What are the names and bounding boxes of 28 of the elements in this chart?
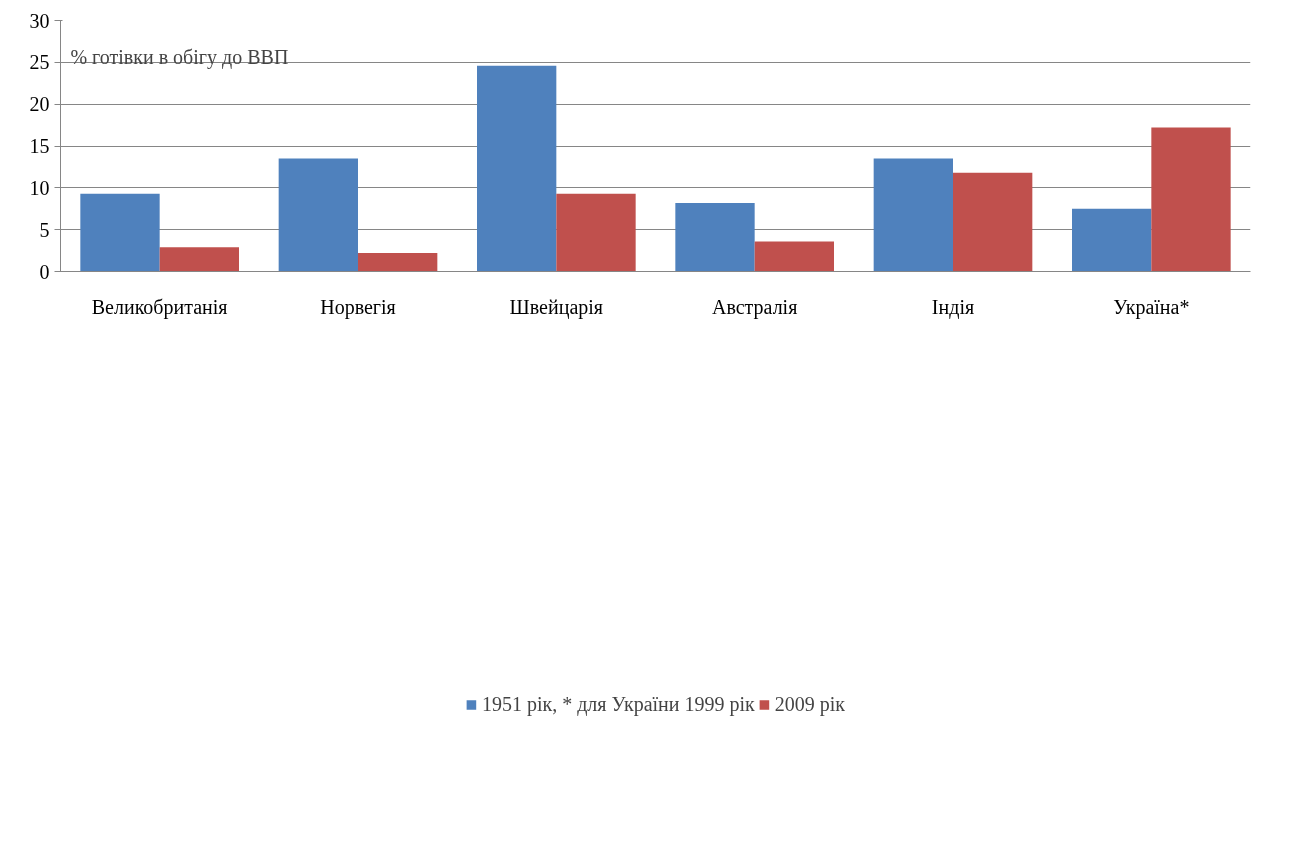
legend-label: 2009 рік [774, 692, 846, 716]
y-tick-label: 5 [39, 218, 50, 241]
bar [953, 172, 1033, 272]
legend-label: 1951 рік, * для України 1999 рік [481, 692, 755, 716]
bar [675, 202, 755, 272]
y-tick-label: 20 [29, 93, 50, 116]
bar [873, 158, 953, 272]
bar [358, 253, 438, 272]
bar [278, 158, 358, 272]
bar [477, 65, 557, 272]
y-tick-label: 25 [29, 51, 50, 74]
annotation: % готівки в обігу до ВВП [70, 45, 289, 69]
x-tick-label: Великобританія [91, 295, 228, 319]
bar [754, 241, 834, 272]
bar [159, 247, 239, 272]
y-tick-label: 0 [39, 260, 50, 283]
x-tick-label: Норвегія [320, 295, 396, 319]
x-tick-label: Україна* [1113, 295, 1190, 319]
bar [1072, 208, 1152, 272]
bar [556, 193, 636, 272]
y-tick-label: 30 [29, 9, 50, 32]
x-tick-label: Швейцарія [509, 295, 604, 319]
x-tick-label: Індія [931, 295, 975, 319]
x-tick-label: Австралія [711, 295, 798, 319]
bar [1151, 127, 1231, 272]
bar [80, 193, 160, 272]
y-tick-label: 15 [29, 135, 50, 157]
y-tick-label: 10 [29, 176, 50, 199]
